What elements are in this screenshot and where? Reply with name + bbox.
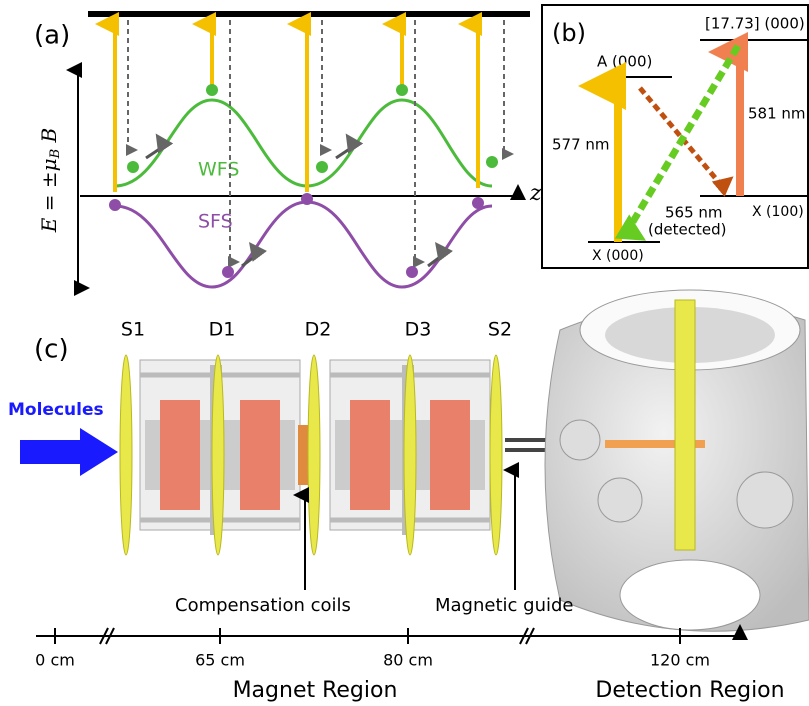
panel-box (541, 4, 809, 269)
skimmer-plates (119, 354, 503, 556)
level-label: A (000) (597, 53, 652, 71)
ticks (54, 627, 681, 645)
wavelength-label: 581 nm (748, 105, 806, 123)
level-label: X (000) (592, 248, 644, 264)
label-part: B (37, 128, 61, 149)
wavelength-label: (detected) (648, 221, 726, 239)
wfs-dots (127, 84, 498, 173)
level-label: [17.73] (000) (705, 15, 805, 33)
wfs-curve (114, 98, 493, 188)
position-label: 80 cm (383, 651, 433, 670)
axis-label: z (529, 181, 542, 206)
stage-label: D1 (209, 319, 236, 341)
wavelength-label: 565 nm (665, 204, 723, 222)
stage-label: D2 (305, 319, 332, 341)
panel-label: (a) (34, 21, 70, 51)
position-label: 120 cm (650, 651, 710, 670)
stage-label: S1 (121, 319, 145, 341)
pump-arrows (95, 12, 482, 192)
panel-c: (c) S1 D1 D2 D3 S2 Molecules Compensatio… (8, 289, 809, 703)
wfs-label: WFS (198, 159, 239, 181)
beam-arrow (20, 428, 118, 476)
label-part: B (48, 149, 63, 160)
stage-label: S2 (488, 319, 512, 341)
stage-d3 (329, 359, 491, 535)
sfs-curve (114, 200, 493, 289)
label-part: E = ±μ (37, 158, 61, 233)
detection-chamber (544, 289, 809, 632)
molecules-label: Molecules (8, 400, 104, 420)
panel-label: (b) (552, 19, 586, 47)
motion-arrows (145, 133, 453, 268)
region-label: Magnet Region (233, 678, 398, 703)
panel-b: (b) A (000) [17.73] (000) X (100) X (000… (541, 4, 809, 269)
callout: Compensation coils (175, 595, 351, 616)
decay-arrows (126, 20, 514, 268)
sfs-label: SFS (198, 211, 233, 233)
panel-a: (a) z E = ±μB B WFS SFS (34, 11, 542, 296)
stage-label: D3 (405, 319, 432, 341)
decay-green (614, 44, 742, 241)
level-label: X (100) (752, 204, 804, 220)
sfs-dots (109, 193, 484, 278)
top-bar (88, 11, 530, 17)
energy-label: E = ±μB B (37, 128, 63, 233)
panel-label: (c) (34, 335, 69, 365)
position-label: 0 cm (35, 651, 75, 670)
callout: Magnetic guide (435, 595, 573, 616)
position-label: 65 cm (195, 651, 245, 670)
wavelength-label: 577 nm (552, 136, 610, 154)
region-label: Detection Region (595, 678, 784, 703)
